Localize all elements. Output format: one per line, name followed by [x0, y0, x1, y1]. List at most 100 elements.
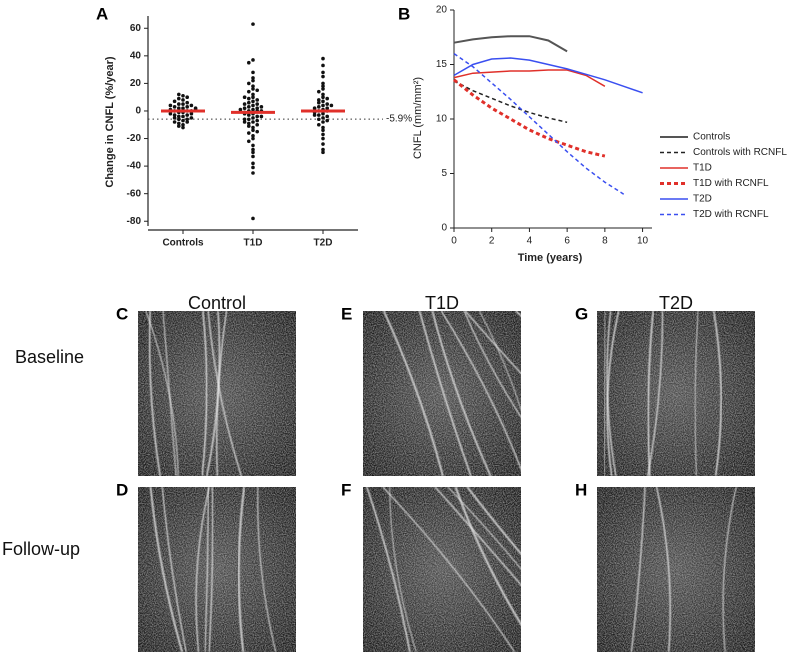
y-tick-label: 0 — [441, 223, 447, 234]
data-point — [255, 102, 259, 106]
data-point — [321, 74, 325, 79]
panel-label: A — [96, 4, 108, 23]
y-tick-label: -60 — [127, 188, 142, 199]
data-point — [321, 120, 325, 124]
nerve-fiber — [195, 487, 210, 652]
x-axis-label: Time (years) — [518, 252, 583, 264]
column-title: T2D — [659, 293, 693, 313]
data-point — [251, 216, 255, 221]
data-point — [251, 143, 255, 148]
series-line — [453, 57, 643, 94]
data-point — [251, 76, 255, 80]
y-tick-label: 15 — [436, 59, 448, 70]
data-point — [259, 114, 264, 119]
panel-label: G — [575, 304, 588, 323]
data-point — [247, 131, 251, 135]
nerve-fiber — [434, 487, 521, 587]
image-noise — [363, 311, 521, 476]
legend-label: Controls — [693, 132, 730, 143]
nerve-fiber — [463, 311, 521, 419]
data-point — [251, 78, 255, 83]
data-point — [251, 136, 255, 141]
data-point — [247, 105, 251, 109]
row-label: Follow-up — [2, 539, 80, 559]
y-tick-label: -20 — [127, 133, 142, 144]
micrograph — [363, 311, 521, 476]
micrograph — [138, 487, 296, 652]
data-point — [185, 113, 189, 117]
nerve-fiber — [454, 487, 521, 627]
data-point — [172, 116, 177, 120]
data-point — [242, 106, 247, 111]
data-point — [259, 105, 264, 109]
data-point — [189, 116, 194, 120]
data-point — [317, 113, 321, 117]
data-point — [321, 95, 325, 99]
nerve-fiber — [161, 487, 187, 652]
y-tick-label: 20 — [436, 5, 448, 16]
panel-label: H — [575, 480, 587, 499]
micrograph — [597, 311, 755, 476]
data-point — [255, 114, 259, 119]
nerve-fiber — [603, 311, 606, 476]
x-tick-label: 0 — [451, 236, 457, 247]
data-point — [181, 106, 185, 111]
data-point — [255, 122, 259, 127]
x-tick-label: 4 — [527, 236, 533, 247]
data-point — [168, 103, 173, 108]
data-point — [251, 154, 255, 159]
data-point — [325, 114, 330, 119]
data-point — [177, 121, 181, 126]
image-noise — [597, 487, 755, 652]
micrograph — [597, 487, 755, 652]
data-point — [189, 103, 194, 108]
data-point — [325, 106, 330, 111]
data-point — [251, 133, 255, 138]
data-point — [251, 22, 255, 26]
data-point — [325, 118, 330, 123]
data-point — [251, 99, 255, 104]
data-point — [321, 92, 325, 97]
data-point — [321, 132, 325, 137]
nerve-fiber — [382, 487, 516, 652]
nerve-fiber — [149, 487, 184, 652]
data-point — [172, 120, 177, 124]
data-point — [247, 117, 251, 122]
nerve-fiber — [431, 311, 492, 476]
data-point — [317, 100, 321, 105]
data-point — [321, 125, 325, 130]
nerve-fiber — [464, 311, 521, 375]
data-point — [251, 125, 255, 130]
nerve-fiber — [382, 311, 444, 476]
data-point — [238, 107, 243, 112]
data-point — [321, 63, 325, 68]
image-noise — [597, 311, 755, 476]
data-point — [181, 125, 185, 130]
nerve-fiber — [647, 311, 664, 476]
data-point — [172, 113, 177, 117]
data-point — [325, 102, 330, 106]
nerve-fiber — [418, 311, 472, 476]
data-point — [172, 99, 177, 104]
data-point — [247, 81, 251, 86]
data-point — [321, 70, 325, 75]
data-point — [251, 107, 255, 112]
data-point — [181, 98, 185, 102]
data-point — [168, 111, 173, 116]
data-point — [255, 88, 259, 93]
nerve-fiber — [257, 487, 277, 652]
data-point — [255, 129, 259, 134]
data-point — [247, 96, 251, 101]
y-axis-label: Change in CNFL (%/year) — [104, 56, 116, 188]
panel-label: B — [398, 4, 410, 23]
panel-label: E — [341, 304, 352, 323]
legend-label: T2D with RCNFL — [693, 209, 769, 220]
x-tick-label: 10 — [637, 236, 649, 247]
image-noise — [363, 487, 521, 652]
column-title: Control — [188, 293, 246, 313]
data-point — [251, 92, 255, 97]
nerve-fiber — [205, 311, 221, 476]
nerve-fiber — [440, 311, 521, 471]
nerve-fiber — [204, 487, 210, 652]
